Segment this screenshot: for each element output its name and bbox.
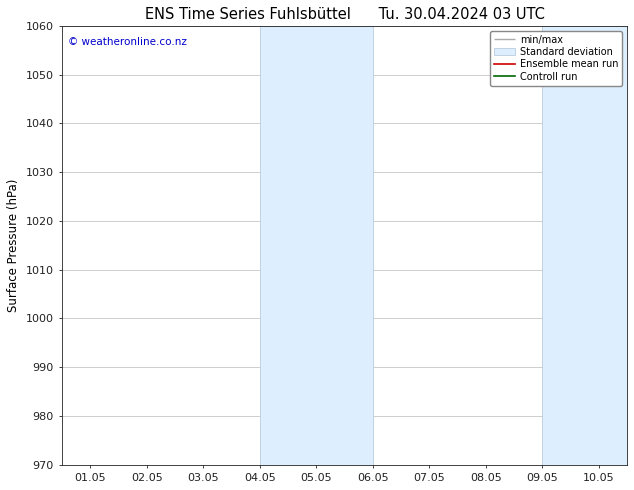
Bar (260, 26, 373, 465)
Text: © weatheronline.co.nz: © weatheronline.co.nz (68, 37, 186, 47)
Legend: min/max, Standard deviation, Ensemble mean run, Controll run: min/max, Standard deviation, Ensemble me… (489, 31, 622, 86)
Title: ENS Time Series Fuhlsbüttel      Tu. 30.04.2024 03 UTC: ENS Time Series Fuhlsbüttel Tu. 30.04.20… (145, 7, 545, 22)
Bar (542, 26, 627, 465)
Y-axis label: Surface Pressure (hPa): Surface Pressure (hPa) (7, 179, 20, 312)
